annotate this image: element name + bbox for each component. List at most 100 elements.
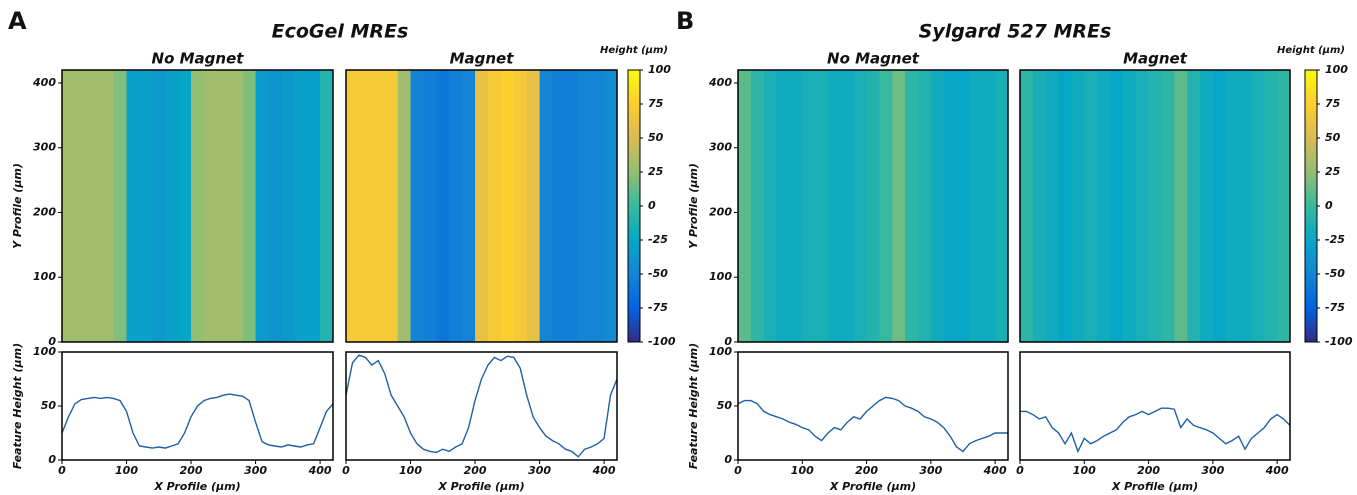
heat-cell — [1200, 70, 1214, 342]
heat-cell — [892, 70, 906, 342]
heat-cell — [565, 70, 579, 342]
heat-cell — [1058, 70, 1072, 342]
heat-cell — [604, 70, 618, 342]
colorbar-tick-label: 50 — [648, 131, 664, 144]
x-tick-label: 0 — [342, 464, 350, 477]
heat-cell — [763, 70, 778, 342]
heat-cell — [268, 70, 282, 342]
heat-cell — [828, 70, 842, 342]
heat-cell — [139, 70, 153, 342]
y-tick-label: 100 — [709, 345, 732, 358]
heat-cell — [307, 70, 321, 342]
colorbar-tick-label: 75 — [1325, 97, 1341, 110]
x-tick-label: 200 — [180, 464, 203, 477]
heat-cell — [1045, 70, 1060, 342]
colorbar-tick-label: -75 — [1325, 301, 1345, 314]
x-axis-label: X Profile (µm) — [829, 480, 916, 493]
x-axis-label: X Profile (µm) — [1111, 480, 1198, 493]
heat-cell — [462, 70, 476, 342]
colorbar-title: Height (µm) — [600, 45, 668, 56]
heat-cell — [956, 70, 970, 342]
heat-cell — [1097, 70, 1111, 342]
heat-cell — [1251, 70, 1265, 342]
frame — [61, 69, 334, 343]
y-tick-label: 50 — [41, 399, 57, 412]
heat-cell — [995, 70, 1009, 342]
y-tick-label: 400 — [32, 76, 56, 89]
heat-cell — [750, 70, 765, 342]
heatmap-title: Magnet — [450, 50, 515, 68]
x-tick-label: 400 — [308, 464, 332, 477]
x-tick-label: 400 — [592, 464, 616, 477]
frame — [1019, 69, 1291, 343]
heat-cell — [113, 70, 128, 342]
colorbar-tick-label: -50 — [1325, 267, 1345, 280]
y-tick-label: 50 — [717, 399, 733, 412]
colorbar-tick-label: 75 — [648, 97, 664, 110]
x-tick-label: 0 — [1016, 464, 1024, 477]
heat-cell — [552, 70, 566, 342]
heat-cell — [62, 70, 76, 342]
y-tick-label: 0 — [724, 453, 732, 466]
x-tick-label: 100 — [115, 464, 138, 477]
heat-cell — [905, 70, 919, 342]
x-tick-label: 0 — [734, 464, 742, 477]
heat-cell — [449, 70, 463, 342]
x-tick-label: 300 — [1201, 464, 1224, 477]
heat-cell — [1032, 70, 1047, 342]
heat-cell — [358, 70, 373, 342]
y-axis-label: Y Profile (µm) — [687, 163, 700, 249]
heat-cell — [74, 70, 89, 342]
heat-cell — [216, 70, 231, 342]
x-tick-label: 400 — [1265, 464, 1289, 477]
heat-cell — [242, 70, 257, 342]
colorbar-tick-label: -75 — [648, 301, 668, 314]
heat-cell — [87, 70, 102, 342]
heat-cell — [487, 70, 502, 342]
heat-cell — [191, 70, 205, 342]
panel-title: Sylgard 527 MREs — [919, 21, 1112, 43]
profile-line — [345, 354, 618, 458]
heat-cell — [436, 70, 450, 342]
x-axis-label: X Profile (µm) — [437, 480, 524, 493]
heat-cell — [1187, 70, 1201, 342]
panel-title: EcoGel MREs — [272, 21, 409, 43]
heat-cell — [802, 70, 816, 342]
heat-cell — [255, 70, 269, 342]
heat-cell — [526, 70, 541, 342]
y-axis-label: Feature Height (µm) — [687, 343, 700, 469]
y-tick-label: 100 — [33, 345, 56, 358]
y-tick-label: 0 — [48, 335, 56, 348]
colorbar-tick-label: -50 — [648, 267, 668, 280]
colorbar — [627, 69, 641, 343]
heat-cell — [1238, 70, 1252, 342]
y-tick-label: 400 — [708, 76, 732, 89]
colorbar — [1304, 69, 1318, 343]
x-tick-label: 200 — [464, 464, 487, 477]
heat-cell — [500, 70, 515, 342]
colorbar-tick-label: 100 — [648, 63, 671, 76]
colorbar-tick-label: -100 — [1325, 335, 1353, 348]
heat-cell — [1264, 70, 1278, 342]
x-tick-label: 0 — [58, 464, 66, 477]
heat-cell — [578, 70, 592, 342]
colorbar-tick-label: 0 — [1325, 199, 1333, 212]
colorbar-tick-label: 100 — [1325, 63, 1348, 76]
heat-cell — [346, 70, 360, 342]
heat-cell — [918, 70, 932, 342]
heat-cell — [930, 70, 945, 342]
y-tick-label: 300 — [33, 141, 56, 154]
frame — [1019, 351, 1291, 461]
x-tick-label: 100 — [791, 464, 814, 477]
heat-cell — [738, 70, 752, 342]
heat-cell — [397, 70, 412, 342]
heat-cell — [152, 70, 166, 342]
y-tick-label: 100 — [33, 270, 56, 283]
heat-cell — [384, 70, 399, 342]
frame — [345, 351, 618, 461]
heat-cell — [1212, 70, 1227, 342]
heat-cell — [178, 70, 192, 342]
heat-cell — [943, 70, 958, 342]
heat-cell — [1110, 70, 1124, 342]
